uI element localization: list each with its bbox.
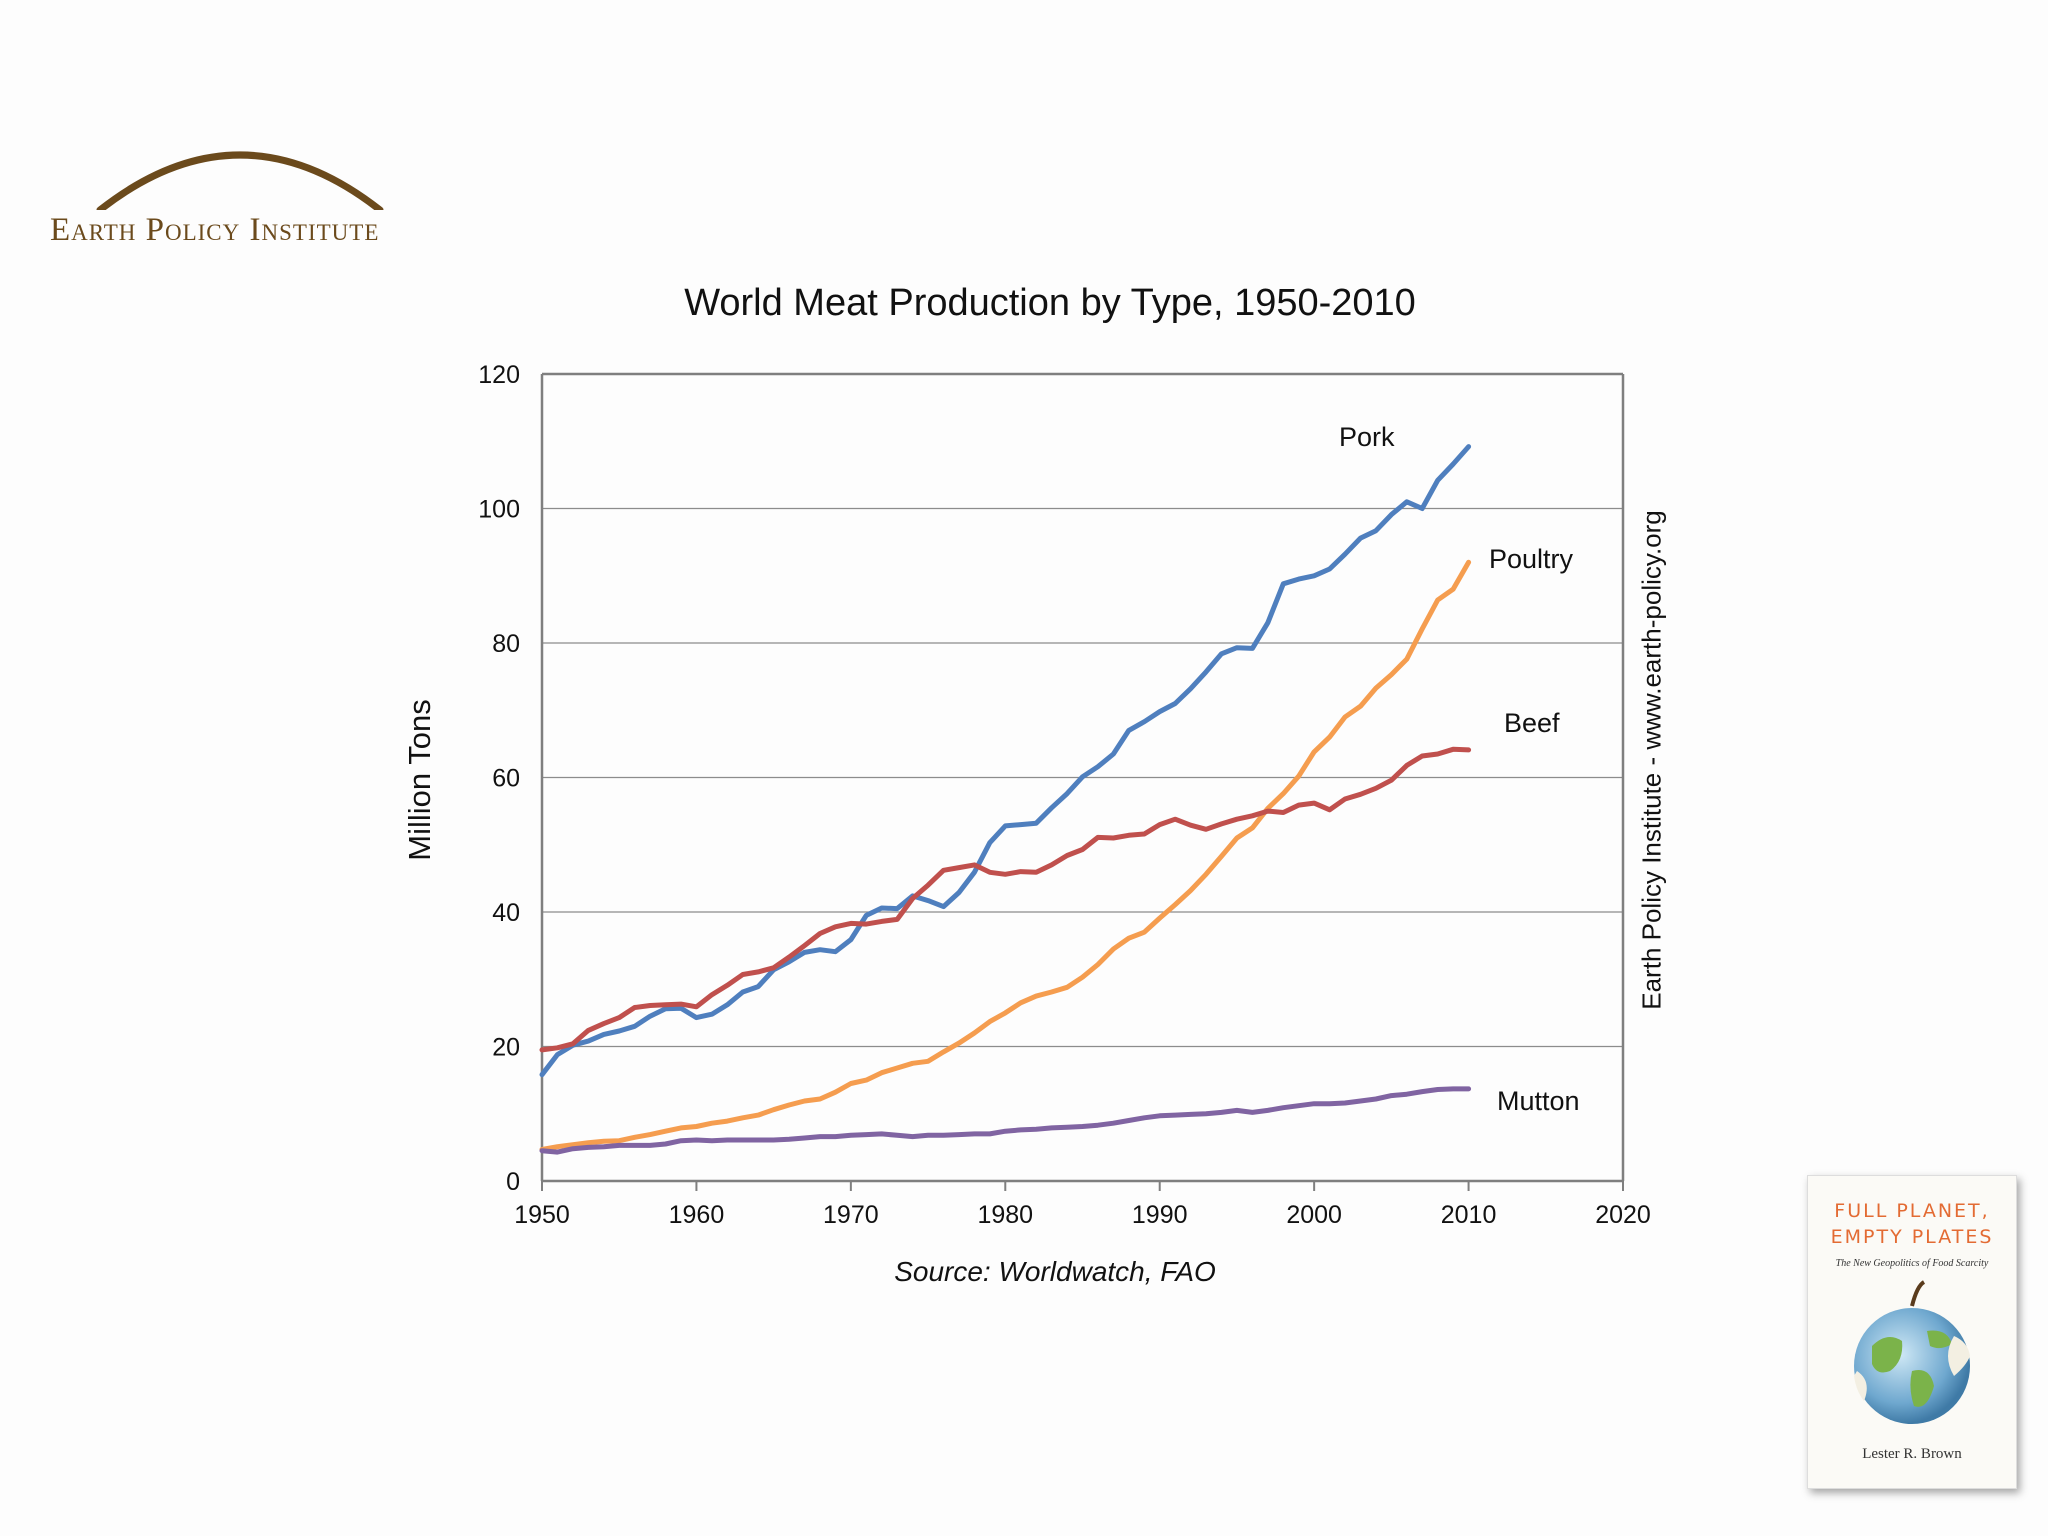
series-label-beef: Beef (1504, 708, 1560, 738)
axis-layer: 0 20 40 60 80 100 120 1950 1960 1970 1980 1990 2000 2… (478, 361, 1651, 1229)
book-author: Lester R. Brown (1862, 1446, 1962, 1462)
x-tick-label: 2020 (1595, 1201, 1651, 1229)
book-title: FULL PLANET, EMPTY PLATES (1830, 1200, 1994, 1248)
x-tick-label: 1960 (669, 1201, 725, 1229)
y-axis-label: Million Tons (402, 699, 437, 861)
x-tick-label: 1970 (823, 1201, 879, 1229)
series-label-mutton: Mutton (1497, 1086, 1580, 1116)
x-tick-label: 2010 (1441, 1201, 1497, 1229)
source-label: Source: Worldwatch, FAO (894, 1256, 1216, 1287)
y-tick-label: 20 (492, 1034, 520, 1062)
x-tick-label: 1990 (1132, 1201, 1188, 1229)
series-label-poultry: Poultry (1489, 544, 1574, 574)
apple-globe-icon (1854, 1280, 1970, 1424)
book-cover: FULL PLANET, EMPTY PLATES The New Geopol… (1807, 1175, 2017, 1489)
series-line-mutton (539, 1086, 1472, 1155)
series-line-beef (539, 746, 1472, 1053)
book-subtitle: The New Geopolitics of Food Scarcity (1835, 1258, 1989, 1269)
x-tick-label: 1950 (514, 1201, 570, 1229)
chart-title: World Meat Production by Type, 1950-2010 (684, 282, 1416, 324)
series-layer (539, 444, 1472, 1155)
x-tick-label: 2000 (1286, 1201, 1342, 1229)
logo-text: Earth Policy Institute (50, 212, 380, 248)
y-tick-label: 0 (506, 1168, 520, 1196)
series-line-pork (539, 444, 1472, 1078)
grid-layer (542, 507, 1623, 1048)
y-tick-label: 80 (492, 630, 520, 658)
series-line-poultry (539, 559, 1472, 1152)
y-tick-label: 120 (478, 361, 520, 389)
logo-arc-icon (96, 151, 384, 214)
y-tick-label: 60 (492, 765, 520, 793)
earth-policy-institute-logo: Earth Policy Institute (50, 110, 440, 250)
series-label-pork: Pork (1339, 422, 1395, 452)
x-tick-label: 1980 (977, 1201, 1033, 1229)
y-tick-label: 40 (492, 899, 520, 927)
side-attribution-label: Earth Policy Institute - www.earth-polic… (1636, 510, 1667, 1010)
y-tick-label: 100 (478, 496, 520, 524)
